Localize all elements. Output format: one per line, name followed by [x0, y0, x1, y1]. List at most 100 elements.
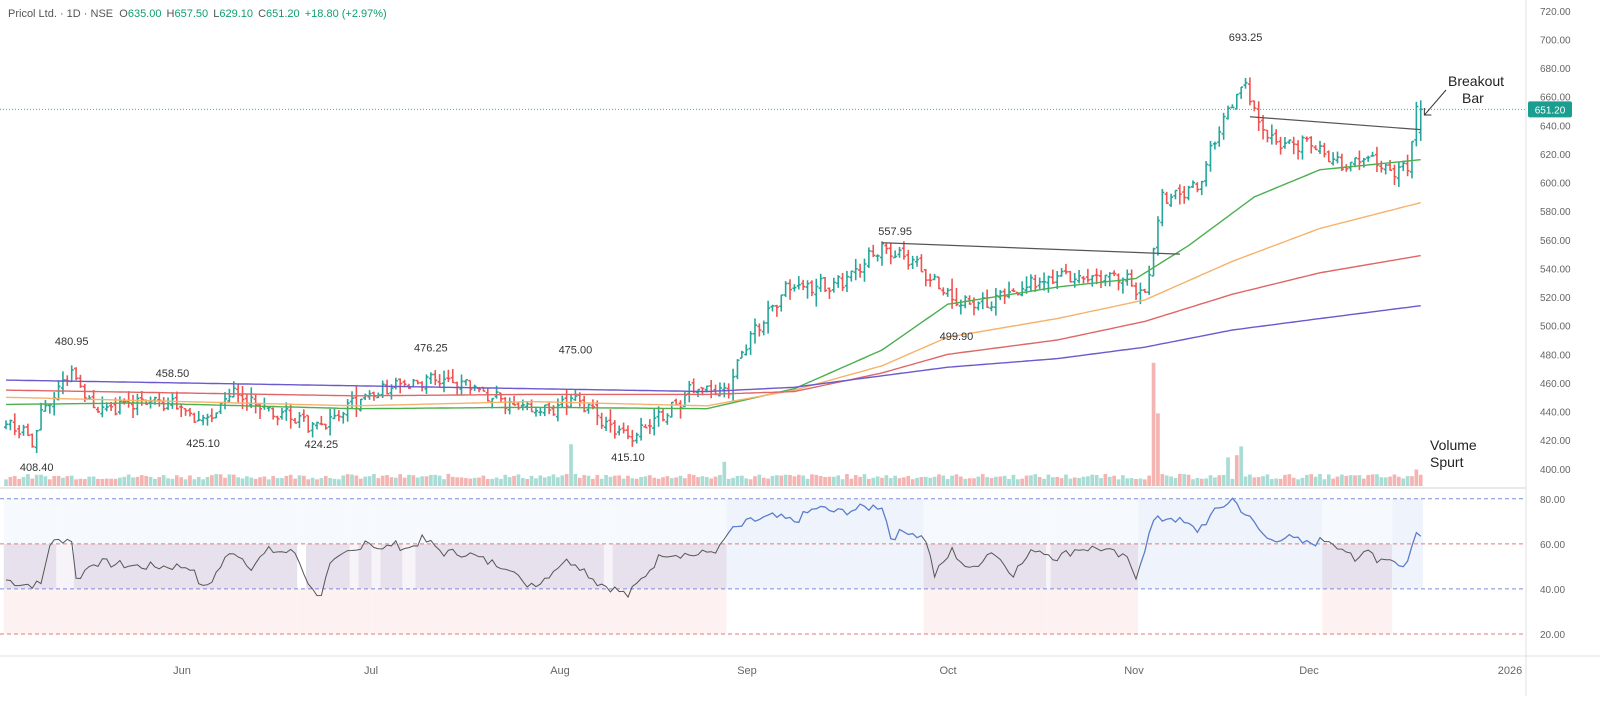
- volume-bar: [788, 475, 792, 486]
- volume-bar: [604, 474, 608, 486]
- volume-bar: [880, 477, 884, 486]
- volume-bar: [538, 475, 543, 486]
- rsi-band-bottom-10: [415, 588, 604, 634]
- high-key: H: [166, 8, 175, 20]
- volume-bar: [1147, 475, 1152, 486]
- annotation-volume: Volume: [1430, 437, 1477, 453]
- volume-bar: [1392, 474, 1397, 486]
- volume-bar: [994, 476, 998, 486]
- rsi-band-19: [1392, 543, 1423, 589]
- volume-bar: [503, 474, 508, 486]
- rsi-tick-label: 60.00: [1540, 540, 1565, 551]
- volume-bar: [157, 477, 162, 486]
- volume-bar: [783, 474, 788, 486]
- volume-bar: [1278, 478, 1283, 486]
- volume-bar: [753, 476, 757, 486]
- volume-bar: [437, 475, 442, 486]
- volume-bar: [967, 478, 972, 486]
- volume-bar: [218, 474, 223, 486]
- volume-bar: [556, 477, 560, 486]
- volume-bar: [47, 479, 52, 486]
- volume-bar: [612, 475, 617, 486]
- trendline-1: [1249, 116, 1421, 131]
- volume-bar: [402, 477, 407, 486]
- volume-bar: [100, 478, 105, 486]
- volume-bar: [284, 475, 289, 486]
- rsi-band-bottom-16: [1050, 588, 1139, 634]
- volume-bar: [1366, 475, 1371, 486]
- volume-bar: [849, 478, 854, 486]
- volume-bar: [713, 476, 718, 486]
- volume-bar: [648, 475, 652, 486]
- price-label-499.90: 499.90: [940, 331, 974, 343]
- y-tick-label: 680.00: [1540, 64, 1571, 75]
- volume-bar: [323, 476, 328, 486]
- volume-bar: [464, 478, 468, 486]
- rsi-band-top-0: [3, 498, 57, 544]
- volume-bar: [836, 475, 841, 486]
- volume-bar: [845, 474, 849, 486]
- rsi-band-top-8: [380, 498, 403, 544]
- rsi-band-top-19: [1392, 498, 1423, 544]
- x-tick-label: Dec: [1299, 665, 1319, 677]
- volume-bar: [516, 474, 521, 486]
- volume-bar: [420, 476, 424, 486]
- price-label-480.95: 480.95: [55, 336, 89, 348]
- volume-bar: [630, 478, 635, 486]
- volume-bar: [919, 476, 924, 486]
- rsi-band-16: [1050, 543, 1139, 589]
- volume-bar: [52, 476, 57, 486]
- volume-bar: [109, 478, 113, 486]
- volume-bar: [1050, 477, 1055, 486]
- rsi-band-bottom-4: [306, 588, 350, 634]
- volume-bar: [341, 475, 346, 486]
- volume-bar: [1331, 478, 1335, 486]
- volume-bar: [512, 475, 516, 486]
- rsi-band-bottom-7: [371, 588, 381, 634]
- volume-bar: [665, 476, 670, 486]
- volume-bar: [8, 476, 13, 486]
- volume-bar: [595, 475, 600, 486]
- y-tick-label: 600.00: [1540, 179, 1571, 190]
- rsi-line-bull-2: [1394, 531, 1422, 568]
- volume-bar: [411, 475, 416, 486]
- volume-bar: [1081, 476, 1086, 486]
- volume-bar: [906, 475, 911, 486]
- volume-bar: [12, 475, 17, 486]
- volume-bar: [245, 476, 249, 486]
- volume-bar: [1217, 475, 1222, 486]
- rsi-tick-label: 80.00: [1540, 495, 1565, 506]
- volume-bar: [350, 474, 354, 486]
- volume-bar: [210, 475, 214, 486]
- volume-bar: [814, 474, 819, 486]
- volume-bar: [1239, 446, 1243, 486]
- volume-bar: [494, 477, 499, 486]
- volume-bar: [363, 476, 367, 486]
- volume-bar: [236, 477, 240, 486]
- volume-bar: [1370, 474, 1375, 486]
- rsi-band-bottom-8: [380, 588, 403, 634]
- rsi-band-bottom-15: [1046, 588, 1051, 634]
- price-label-415.10: 415.10: [611, 452, 645, 464]
- y-tick-label: 640.00: [1540, 121, 1571, 132]
- volume-bar: [840, 479, 845, 486]
- rsi-tick-label: 20.00: [1540, 630, 1565, 641]
- volume-bar: [718, 474, 722, 486]
- rsi-band-bottom-12: [612, 588, 727, 634]
- volume-bar: [792, 476, 797, 486]
- volume-bar: [297, 475, 302, 486]
- rsi-line-bull-0: [728, 503, 922, 541]
- volume-bar: [626, 475, 630, 486]
- volume-bar: [131, 477, 135, 486]
- volume-bar: [871, 477, 876, 486]
- volume-bar: [1265, 474, 1270, 486]
- volume-bar: [972, 478, 976, 486]
- volume-bar: [310, 477, 315, 486]
- volume-bar: [678, 475, 683, 486]
- volume-bar: [643, 476, 648, 486]
- volume-bar: [468, 478, 473, 486]
- rsi-band-bottom-13: [726, 588, 924, 634]
- volume-bar: [1011, 474, 1016, 486]
- volume-bar: [656, 478, 661, 486]
